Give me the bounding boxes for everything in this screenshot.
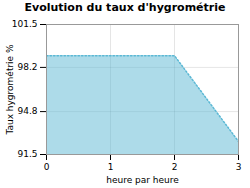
svg-text:101.5: 101.5 — [12, 19, 38, 29]
svg-text:94.8: 94.8 — [17, 106, 37, 116]
svg-text:98.2: 98.2 — [17, 62, 37, 72]
svg-text:heure par heure: heure par heure — [106, 175, 179, 185]
svg-text:Taux hygrométrie %: Taux hygrométrie % — [5, 44, 15, 136]
svg-text:3: 3 — [236, 162, 242, 172]
html-text:Evolution du taux d'hygrométri: Evolution du taux d'hygrométrie — [24, 1, 226, 14]
svg-text:1: 1 — [108, 162, 114, 172]
svg-text:0: 0 — [44, 162, 50, 172]
svg-text:2: 2 — [172, 162, 178, 172]
svg-text:91.5: 91.5 — [17, 149, 37, 159]
